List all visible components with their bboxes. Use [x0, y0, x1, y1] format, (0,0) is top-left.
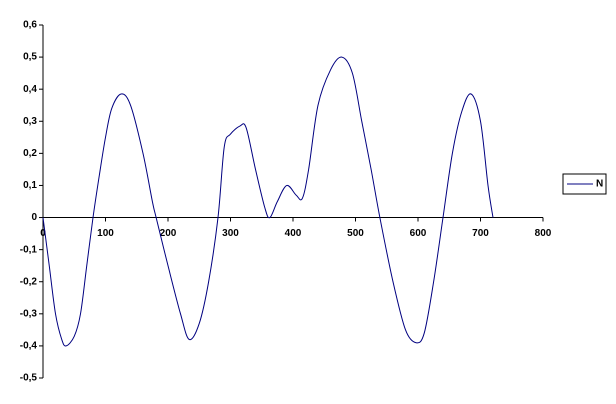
y-tick-label: -0,4	[20, 341, 38, 352]
y-tick-label: -0,3	[20, 308, 38, 319]
y-tick-label: 0,4	[23, 84, 37, 95]
y-tick-label: -0,1	[20, 244, 38, 255]
x-tick-label: 200	[160, 228, 177, 239]
x-tick-label: 700	[472, 228, 489, 239]
x-tick-label: 800	[535, 228, 552, 239]
x-tick-label: 100	[97, 228, 114, 239]
series-line	[42, 56, 494, 347]
y-tick-label: -0,5	[20, 373, 38, 384]
x-tick-label: 400	[285, 228, 302, 239]
y-tick-label: 0,5	[23, 52, 37, 63]
y-tick-label: 0	[31, 212, 37, 223]
x-tick-label: 500	[347, 228, 364, 239]
y-tick-label: 0,6	[23, 20, 37, 31]
legend-label: N	[596, 179, 603, 190]
x-tick-label: 300	[222, 228, 239, 239]
x-tick-label: 0	[40, 228, 46, 239]
y-tick-label: 0,3	[23, 116, 37, 127]
y-tick-label: 0,1	[23, 180, 37, 191]
x-tick-label: 600	[410, 228, 427, 239]
y-tick-label: -0,2	[20, 276, 38, 287]
y-tick-label: 0,2	[23, 148, 37, 159]
